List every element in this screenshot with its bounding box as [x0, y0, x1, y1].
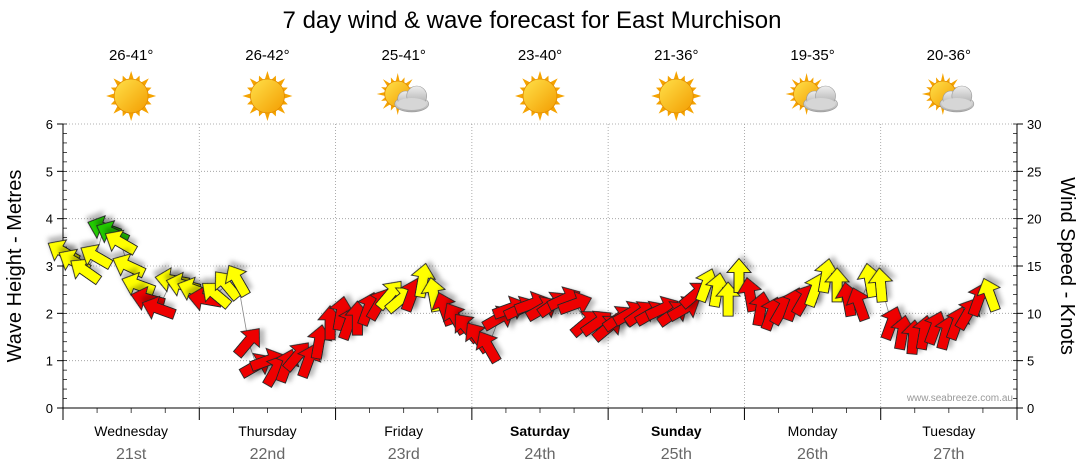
right-tick-label: 25	[1027, 164, 1041, 179]
sun-cloud-icon	[921, 73, 975, 115]
wind-arrow	[410, 262, 437, 299]
grid-lines	[63, 123, 1017, 408]
left-tick-label: 6	[46, 117, 53, 132]
day-name-label: Friday	[384, 423, 423, 439]
wind-arrow	[976, 277, 1002, 313]
day-temperature: 26-42°	[245, 47, 289, 64]
sun-ray	[785, 91, 795, 97]
sun-disc	[658, 78, 694, 114]
wind-arrows	[47, 215, 1002, 388]
sun-ray	[555, 93, 565, 99]
day-temperature: 23-40°	[518, 47, 562, 64]
sun-disc	[522, 78, 558, 114]
sun-ray	[673, 111, 680, 121]
sun-ray	[515, 93, 525, 99]
cloud-shape	[939, 85, 975, 113]
sun-ray	[692, 93, 702, 99]
sun-ray	[128, 71, 135, 81]
left-axis-ticks: 0 1 2 3 4 5 6	[46, 117, 63, 416]
right-tick-label: 20	[1027, 212, 1041, 227]
sun-ray	[921, 91, 932, 97]
wind-arrow	[141, 295, 177, 320]
credit-text: www.seabreeze.com.au	[906, 393, 1013, 404]
day-temperature: 21-36°	[654, 47, 698, 64]
sun-ray	[651, 93, 661, 99]
wind-arrow	[104, 229, 139, 256]
left-tick-label: 5	[46, 164, 53, 179]
sun-icon	[651, 71, 702, 121]
day-date-label: 23rd	[388, 446, 420, 463]
sun-ray	[537, 111, 543, 121]
right-axis-ticks: 0 5 10 15 20 25 30	[1017, 117, 1041, 416]
left-tick-label: 0	[46, 401, 53, 416]
day-name-label: Monday	[788, 423, 838, 439]
sun-cloud-icon	[785, 73, 838, 115]
cloud-fill	[805, 98, 836, 110]
sun-ray	[264, 71, 271, 81]
sun-ray	[128, 111, 135, 121]
sun-ray	[242, 93, 252, 99]
sun-icon	[515, 71, 565, 121]
chart-title: 7 day wind & wave forecast for East Murc…	[283, 7, 782, 34]
left-tick-label: 2	[46, 306, 53, 321]
cloud-shape	[803, 85, 838, 113]
left-tick-label: 4	[46, 212, 53, 227]
day-date-label: 21st	[116, 446, 147, 463]
day-date-label: 25th	[661, 446, 692, 463]
day-date-label: 22nd	[250, 446, 286, 463]
right-tick-label: 15	[1027, 259, 1041, 274]
sun-ray	[804, 73, 809, 83]
right-tick-label: 0	[1027, 401, 1034, 416]
right-tick-label: 5	[1027, 354, 1034, 369]
sun-icon	[106, 71, 157, 121]
day-temperature: 25-41°	[382, 47, 426, 64]
day-date-label: 26th	[797, 446, 828, 463]
sun-disc	[250, 78, 285, 114]
right-tick-label: 10	[1027, 306, 1041, 321]
sun-ray	[940, 73, 946, 83]
day-temperature: 26-41°	[109, 47, 153, 64]
sun-disc	[113, 78, 149, 114]
sun-ray	[264, 111, 271, 121]
right-tick-label: 30	[1027, 117, 1041, 132]
right-axis-title: Wind Speed - Knots	[1056, 177, 1078, 355]
left-axis-title: Wave Height - Metres	[4, 170, 26, 363]
sun-ray	[673, 71, 680, 81]
sun-cloud-icon	[376, 73, 430, 115]
minor-ticks	[62, 123, 1018, 420]
sun-ray	[395, 73, 400, 83]
sun-ray	[106, 93, 116, 99]
day-name-label: Saturday	[510, 423, 570, 439]
sun-ray	[376, 91, 386, 97]
cloud-fill	[396, 98, 427, 110]
day-temperature: 19-35°	[790, 47, 834, 64]
wind-arrow	[224, 264, 251, 299]
day-name-label: Thursday	[238, 423, 296, 439]
left-tick-label: 3	[46, 259, 53, 274]
wind-arrow	[80, 243, 114, 270]
wind-arrow	[475, 331, 502, 365]
sun-ray	[146, 93, 157, 99]
cloud-shape	[394, 85, 430, 113]
day-labels: Wednesday 21st Thursday 22nd Friday 23rd Satur…	[94, 423, 975, 463]
wind-arrow	[824, 267, 851, 303]
wind-arrow	[112, 253, 147, 279]
day-name-label: Wednesday	[94, 423, 168, 439]
day-date-label: 27th	[933, 446, 964, 463]
left-tick-label: 1	[46, 354, 53, 369]
sun-ray	[537, 71, 543, 81]
wind-arrow	[232, 328, 260, 359]
day-date-label: 24th	[524, 446, 555, 463]
sun-icon	[242, 71, 293, 121]
day-temperature: 20-36°	[927, 47, 971, 64]
day-name-label: Sunday	[651, 423, 702, 439]
wind-arrow	[867, 267, 894, 303]
day-weather-header: 26-41° 26-42° 25-41° 23-40° 21-36° 19-35° 20-3…	[106, 47, 975, 121]
cloud-fill	[941, 98, 972, 110]
sun-ray	[283, 93, 293, 99]
day-name-label: Tuesday	[922, 423, 975, 439]
